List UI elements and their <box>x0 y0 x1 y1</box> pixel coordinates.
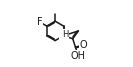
Text: F: F <box>37 17 43 27</box>
Text: H: H <box>62 30 68 39</box>
Text: OH: OH <box>71 51 86 61</box>
Text: O: O <box>80 40 87 50</box>
Text: N: N <box>60 31 67 41</box>
